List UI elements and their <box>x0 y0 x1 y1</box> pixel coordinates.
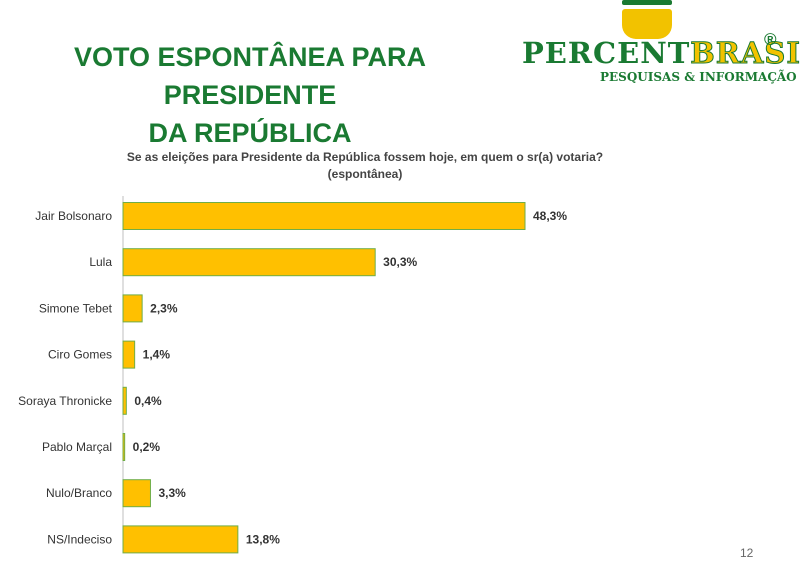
category-label: Simone Tebet <box>39 301 113 315</box>
percentbrasil-logo: PERCENTBRASIL ® PESQUISAS & INFORMAÇÃO <box>520 0 800 95</box>
bar <box>122 479 151 508</box>
logo-stripe-yellow <box>622 9 672 39</box>
data-label: 48,3% <box>533 209 567 223</box>
data-label: 3,3% <box>158 486 186 500</box>
bar <box>122 386 127 415</box>
registered-mark: ® <box>764 30 777 49</box>
category-label: Pablo Marçal <box>42 440 112 454</box>
logo-brand-part1: PERCENT <box>522 36 691 70</box>
data-label: 2,3% <box>150 301 178 315</box>
logo-stripe-green <box>622 0 672 5</box>
bar <box>122 525 239 554</box>
data-label: 13,8% <box>246 532 280 546</box>
bar <box>122 294 143 323</box>
page-title: VOTO ESPONTÂNEA PARA PRESIDENTE DA REPÚB… <box>0 38 500 152</box>
page-number: 12 <box>740 546 754 560</box>
bar <box>122 202 526 230</box>
category-label: Ciro Gomes <box>48 348 112 362</box>
category-label: Soraya Thronicke <box>18 394 112 408</box>
category-label: Nulo/Branco <box>46 486 112 500</box>
data-label: 0,2% <box>133 440 161 454</box>
logo-tagline: PESQUISAS & INFORMAÇÃO <box>600 70 797 84</box>
data-label: 30,3% <box>383 255 417 269</box>
chart-subtitle: (espontânea) <box>327 167 403 181</box>
chart-question: Se as eleições para Presidente da Repúbl… <box>120 149 610 183</box>
data-label: 0,4% <box>134 394 162 408</box>
title-line-1: VOTO ESPONTÂNEA PARA PRESIDENTE <box>73 42 427 110</box>
title-line-2: DA REPÚBLICA <box>148 118 352 148</box>
bar <box>122 340 136 369</box>
category-label: Lula <box>89 255 112 269</box>
bar <box>122 248 376 277</box>
chart-title: Se as eleições para Presidente da Repúbl… <box>126 150 604 164</box>
category-label: NS/Indeciso <box>47 532 112 546</box>
logo-wordmark: PERCENTBRASIL <box>522 36 800 71</box>
category-label: Jair Bolsonaro <box>35 209 112 223</box>
logo-brand-part2: BRASIL <box>690 36 800 71</box>
data-label: 1,4% <box>143 348 171 362</box>
bar <box>122 433 126 461</box>
